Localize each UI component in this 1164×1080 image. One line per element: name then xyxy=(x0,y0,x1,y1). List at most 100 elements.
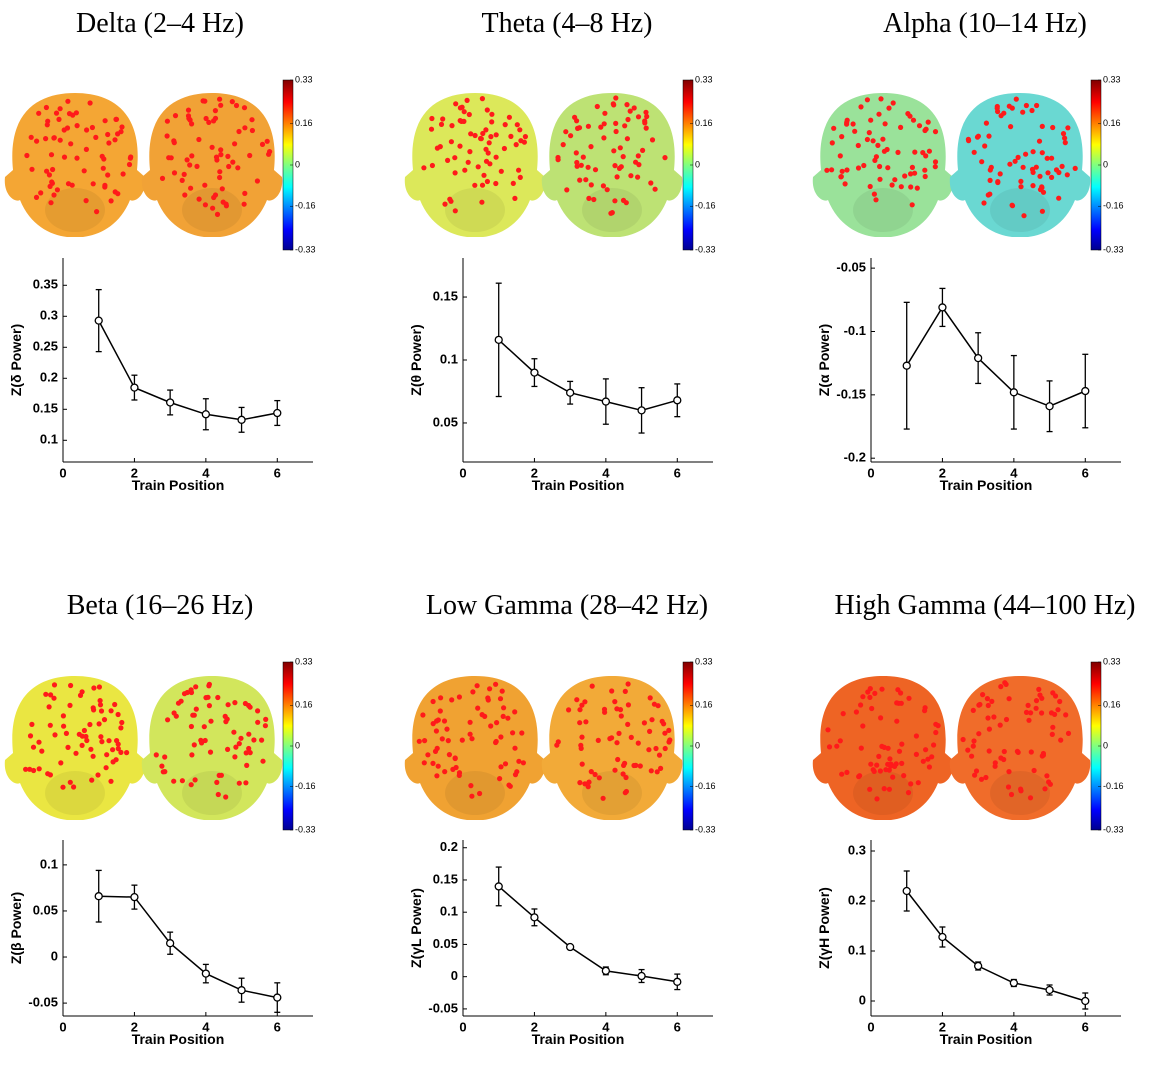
electrode xyxy=(60,784,66,790)
electrode xyxy=(1020,164,1026,170)
electrode xyxy=(873,197,879,203)
electrode xyxy=(926,148,933,154)
electrode xyxy=(998,684,1004,690)
y-tick-label: 0.2 xyxy=(40,370,58,385)
electrode xyxy=(441,718,448,724)
electrode xyxy=(241,201,247,207)
electrode xyxy=(30,767,37,774)
electrode xyxy=(203,115,209,122)
point xyxy=(565,388,575,397)
electrode xyxy=(651,701,658,707)
electrode xyxy=(858,702,864,708)
electrode xyxy=(1023,102,1029,109)
electrode xyxy=(591,196,597,203)
electrode xyxy=(115,131,121,137)
x-tick-label: 4 xyxy=(602,1019,610,1034)
electrode xyxy=(480,130,486,137)
electrode xyxy=(207,749,214,755)
electrode xyxy=(202,98,208,104)
panel: Alpha (10–14 Hz)0.330.160-0.16-0.33-0.2-… xyxy=(812,8,1124,493)
electrode xyxy=(446,752,452,758)
electrode xyxy=(219,186,225,192)
colorbar-tick-label: 0 xyxy=(695,740,700,750)
electrode xyxy=(56,116,62,122)
electrode xyxy=(982,143,988,149)
electrode xyxy=(498,168,504,174)
electrode xyxy=(971,149,977,155)
electrode xyxy=(608,210,614,216)
electrode xyxy=(115,711,121,718)
electrode xyxy=(998,113,1004,119)
electrode xyxy=(913,733,920,739)
electrode xyxy=(232,754,238,760)
electrode xyxy=(613,95,619,101)
point xyxy=(494,335,503,345)
electrode xyxy=(452,208,458,214)
electrode xyxy=(226,163,232,170)
electrode xyxy=(1008,124,1014,130)
colorbar-tick-label: 0.33 xyxy=(295,74,313,84)
point xyxy=(530,913,539,922)
electrode xyxy=(124,750,130,756)
electrode xyxy=(452,170,458,176)
electrode xyxy=(592,771,598,778)
electrode xyxy=(217,96,223,102)
electrode xyxy=(564,187,570,193)
electrode xyxy=(23,766,29,772)
electrode xyxy=(997,171,1003,177)
electrode xyxy=(578,162,584,168)
electrode xyxy=(421,760,427,766)
electrode xyxy=(211,194,217,201)
electrode xyxy=(915,780,921,786)
electrode xyxy=(74,123,80,129)
electrode xyxy=(206,703,212,709)
electrode xyxy=(487,686,493,692)
electrode xyxy=(889,182,895,188)
electrode xyxy=(73,110,79,116)
electrode xyxy=(175,700,182,706)
electrode xyxy=(84,127,90,133)
electrode xyxy=(36,110,42,116)
electrode xyxy=(420,712,426,718)
electrode xyxy=(1037,692,1043,698)
electrode xyxy=(929,754,935,760)
electrode xyxy=(825,727,831,733)
y-tick-label: 0.25 xyxy=(33,339,58,354)
electrode xyxy=(643,125,649,131)
electrode xyxy=(588,182,594,188)
electrode xyxy=(583,177,589,183)
electrode xyxy=(648,180,654,186)
electrode xyxy=(87,721,93,728)
electrode xyxy=(912,149,918,155)
x-axis-label: Train Position xyxy=(132,1031,225,1047)
electrode xyxy=(428,126,435,132)
electrode xyxy=(886,105,892,111)
electrode xyxy=(514,122,520,128)
electrode xyxy=(886,786,893,792)
electrode xyxy=(51,695,57,701)
electrode xyxy=(1047,781,1053,787)
electrode xyxy=(898,124,904,130)
y-tick-label: -0.15 xyxy=(836,386,866,401)
colorbar-tick-label: 0.16 xyxy=(695,118,713,128)
electrode xyxy=(887,756,893,762)
electrode xyxy=(622,760,628,767)
electrode xyxy=(874,796,880,802)
colorbar-tick-label: 0 xyxy=(295,159,300,169)
electrode xyxy=(980,692,986,698)
electrode xyxy=(882,121,888,127)
electrode xyxy=(649,137,656,143)
electrode xyxy=(1039,150,1045,156)
electrode xyxy=(838,174,844,180)
electrode xyxy=(52,732,58,738)
electrode xyxy=(625,116,631,123)
electrode xyxy=(855,142,861,149)
electrode xyxy=(644,113,650,120)
electrode xyxy=(860,694,866,700)
point xyxy=(673,396,682,405)
y-tick-label: 0.1 xyxy=(40,432,58,447)
electrode xyxy=(69,182,75,188)
colorbar-tick-label: 0 xyxy=(1103,159,1108,169)
electrode xyxy=(236,741,242,747)
electrode xyxy=(1031,767,1037,774)
